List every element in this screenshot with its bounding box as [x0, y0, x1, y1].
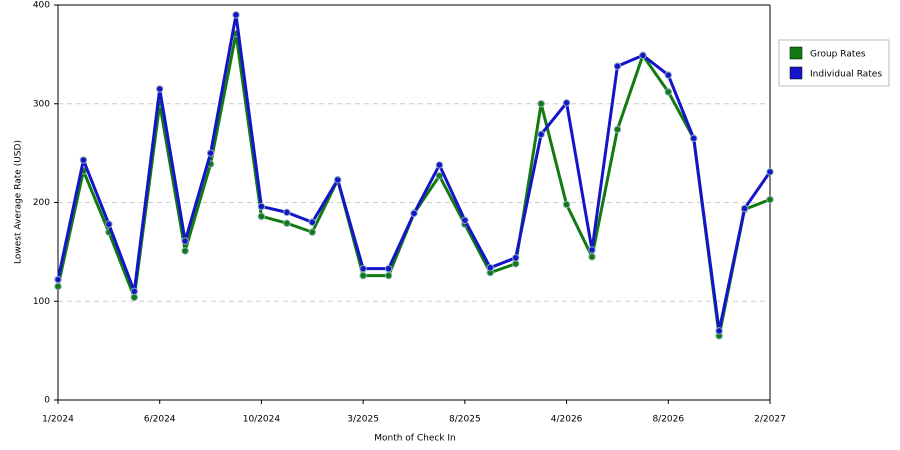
data-point [766, 195, 774, 204]
data-point [715, 327, 723, 335]
legend-swatch [789, 46, 803, 60]
x-axis-label: Month of Check In [374, 434, 456, 444]
y-tick-label: 400 [33, 1, 50, 11]
y-tick-label: 100 [33, 297, 50, 307]
data-point [537, 130, 545, 139]
x-tick-label: 3/2025 [347, 415, 379, 425]
y-tick-label: 200 [33, 198, 50, 208]
data-point [334, 176, 342, 184]
x-tick-label: 6/2024 [144, 415, 176, 425]
data-point [664, 71, 672, 79]
data-point [435, 172, 444, 180]
y-tick-label: 300 [33, 99, 50, 109]
x-tick-label: 8/2025 [449, 415, 481, 425]
legend-swatch [789, 66, 803, 80]
data-point [766, 168, 774, 176]
data-point [613, 125, 622, 134]
data-point [257, 212, 266, 221]
x-tick-label: 10/2024 [243, 415, 281, 425]
data-point [690, 134, 698, 143]
data-point [384, 264, 393, 273]
x-tick-label: 8/2026 [652, 415, 684, 425]
data-point [359, 271, 367, 280]
data-point [308, 218, 316, 226]
data-point [588, 253, 596, 261]
series-line [56, 13, 772, 333]
data-point [359, 264, 367, 273]
y-axis-label: Lowest Average Rate (USD) [14, 140, 24, 264]
data-point [410, 209, 418, 218]
data-point [232, 11, 240, 19]
data-point [461, 216, 469, 224]
data-point [181, 247, 189, 255]
data-point [308, 228, 316, 236]
data-point [79, 156, 88, 164]
data-point [54, 282, 62, 291]
data-point [105, 220, 113, 228]
legend-label: Group Rates [810, 50, 866, 60]
data-point [562, 99, 571, 107]
data-point [206, 149, 215, 157]
data-point [588, 246, 596, 254]
y-tick-label: 0 [44, 396, 50, 406]
x-tick-label: 2/2027 [754, 415, 786, 425]
data-point [156, 85, 164, 93]
data-point [54, 275, 62, 284]
data-point [664, 88, 672, 96]
data-point [613, 62, 622, 70]
data-point [486, 263, 494, 272]
data-point [562, 200, 571, 209]
data-point [512, 254, 520, 262]
data-point [257, 202, 266, 211]
data-point [130, 287, 138, 296]
x-tick-label: 4/2026 [551, 415, 583, 425]
data-point [384, 271, 393, 280]
data-point [283, 208, 291, 217]
legend-label: Individual Rates [810, 70, 882, 80]
data-point [740, 204, 749, 213]
data-point [537, 100, 545, 108]
x-tick-label: 1/2024 [42, 415, 74, 425]
data-point [435, 161, 444, 169]
data-point [639, 51, 647, 60]
data-point [181, 237, 189, 245]
data-point [283, 219, 291, 227]
series-line [56, 32, 771, 338]
